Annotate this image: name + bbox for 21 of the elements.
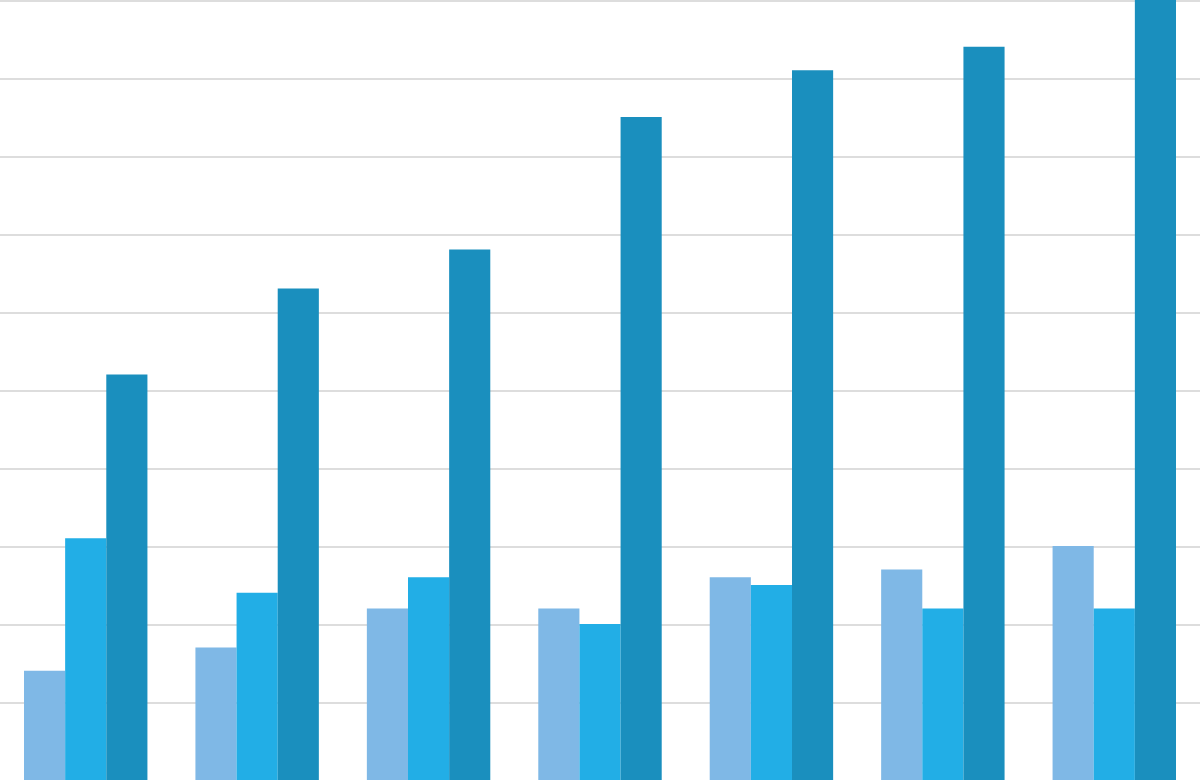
bar xyxy=(750,585,792,780)
bar xyxy=(24,670,66,780)
bar xyxy=(1093,608,1135,780)
bar xyxy=(236,592,278,780)
bar xyxy=(408,577,450,780)
bar xyxy=(195,647,237,780)
bar xyxy=(881,569,923,780)
bar xyxy=(106,374,148,780)
bar xyxy=(620,117,662,780)
bar xyxy=(1134,0,1176,780)
bar xyxy=(792,70,834,780)
bar xyxy=(449,249,491,780)
bar xyxy=(538,608,580,780)
bar xyxy=(277,288,319,780)
bar xyxy=(922,608,964,780)
bar xyxy=(709,577,751,780)
bar xyxy=(1052,546,1094,780)
bar xyxy=(579,624,621,780)
bar xyxy=(65,538,107,780)
bar xyxy=(963,46,1005,780)
bar xyxy=(366,608,408,780)
